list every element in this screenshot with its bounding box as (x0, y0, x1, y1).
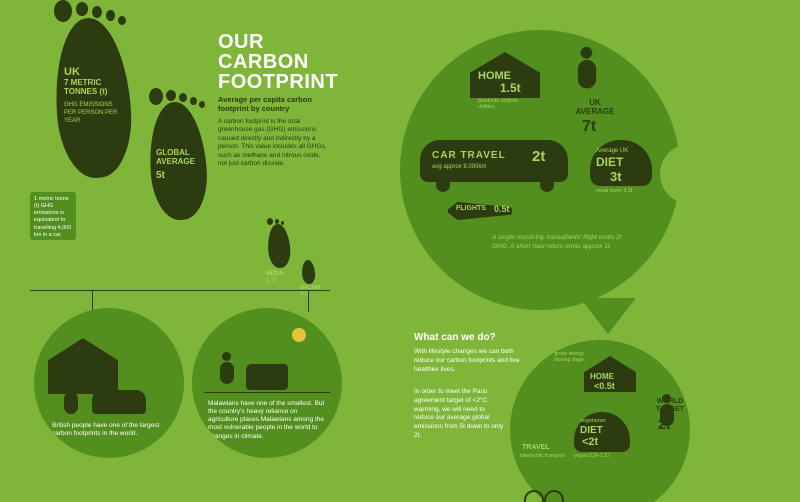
home-value: 1.5t (500, 82, 521, 96)
global-label: GLOBAL AVERAGE (156, 148, 202, 166)
car-icon (92, 390, 146, 414)
person-shape (578, 47, 596, 91)
target-diet-label: DIET (580, 425, 603, 437)
vignette-malawi: Malawians have one of the smallest. But … (192, 308, 342, 458)
diet-sub: meat lover 3.3t (596, 188, 632, 194)
target-home-value: <0.5t (594, 381, 615, 391)
ukavg-label: UKAVERAGE (570, 98, 620, 116)
flights-value: 0.5t (494, 204, 510, 214)
bike-icon (524, 486, 564, 502)
home-sub: products clothes utilities (478, 98, 536, 111)
whatcan-p2: In order to meet the Paris agreement tar… (414, 388, 504, 441)
footprint-uk: UK 7 METRIC TONNES (t) GHG EMISSIONS PER… (56, 18, 130, 178)
car-sub: avg approx 8,000km (432, 164, 486, 171)
connector-malawi (308, 290, 309, 312)
person-icon (64, 382, 78, 416)
india-value: 1.7t (266, 277, 277, 284)
sun-icon (292, 328, 306, 342)
target-travel-label: TRAVEL (522, 444, 549, 452)
target-diet-sub: vegan 0.2t–1.2 t (574, 454, 610, 460)
intro-text: A carbon footprint is the total greenhou… (218, 118, 328, 169)
diet-pre: Average UK (596, 148, 628, 155)
cutout-2 (660, 144, 720, 204)
uk-label: UK (64, 66, 80, 79)
whatcan-p1: With lifestyle changes we can both reduc… (414, 348, 524, 374)
ox-icon (246, 364, 288, 390)
target-travel-sub: bike/public transport (520, 454, 565, 460)
flights-label: FLIGHTS (456, 205, 486, 213)
car-value: 2t (532, 148, 545, 165)
title-line1: OUR (218, 32, 264, 52)
ukavg-value: 7t (582, 118, 596, 136)
diet-label: DIET (596, 156, 623, 170)
footprint-malawi: MALAWI 0.1t (302, 260, 315, 284)
arrow-icon (580, 298, 636, 334)
footprint-global: GLOBAL AVERAGE 5t (150, 102, 206, 220)
vignette-malawi-text: Malawians have one of the smallest. But … (208, 400, 328, 441)
global-value: 5t (156, 170, 165, 182)
car-label: CAR TRAVEL (432, 150, 506, 162)
house-icon (48, 338, 118, 394)
footprint-india: INDIA 1.7t (268, 224, 290, 268)
whatcan-heading: What can we do? (414, 332, 496, 344)
wheel-1 (436, 178, 450, 192)
note-text: 1 metric tonne (t) GHG emissions is equi… (34, 196, 72, 239)
infographic-canvas: { "colors": { "bg": "#7fb63a", "dark": "… (0, 0, 800, 502)
vignette-uk: British people have one of the largest c… (34, 308, 184, 458)
subtitle: Average per capita carbon footprint by c… (218, 96, 328, 113)
ground-line (204, 392, 330, 393)
diet-value: 3t (610, 170, 622, 185)
title-line2: CARBON (218, 52, 309, 72)
target-world-value: 2t (658, 416, 670, 432)
target-home-label: HOME (590, 372, 614, 381)
target-diet-pre: vegetarian (580, 418, 606, 424)
cutout-1 (660, 58, 720, 118)
breakdown-note: A single round-trip transatlantic flight… (492, 234, 622, 252)
uk-value: 7 METRIC TONNES (t) (64, 78, 126, 96)
target-diet-value: <2t (582, 436, 598, 449)
farmer-icon (220, 352, 234, 386)
target-home-sub: green energy sharing stage (548, 352, 584, 364)
uk-sub: GHG EMISSIONS PER PERSON PER YEAR (64, 102, 124, 125)
title-line3: FOOTPRINT (218, 72, 338, 92)
baseline-rule (30, 290, 330, 291)
target-world-label: WORLDTARGET (646, 398, 694, 414)
wheel-2 (540, 178, 554, 192)
note-box: 1 metric tonne (t) GHG emissions is equi… (30, 192, 76, 240)
vignette-uk-text: British people have one of the largest c… (52, 422, 168, 439)
